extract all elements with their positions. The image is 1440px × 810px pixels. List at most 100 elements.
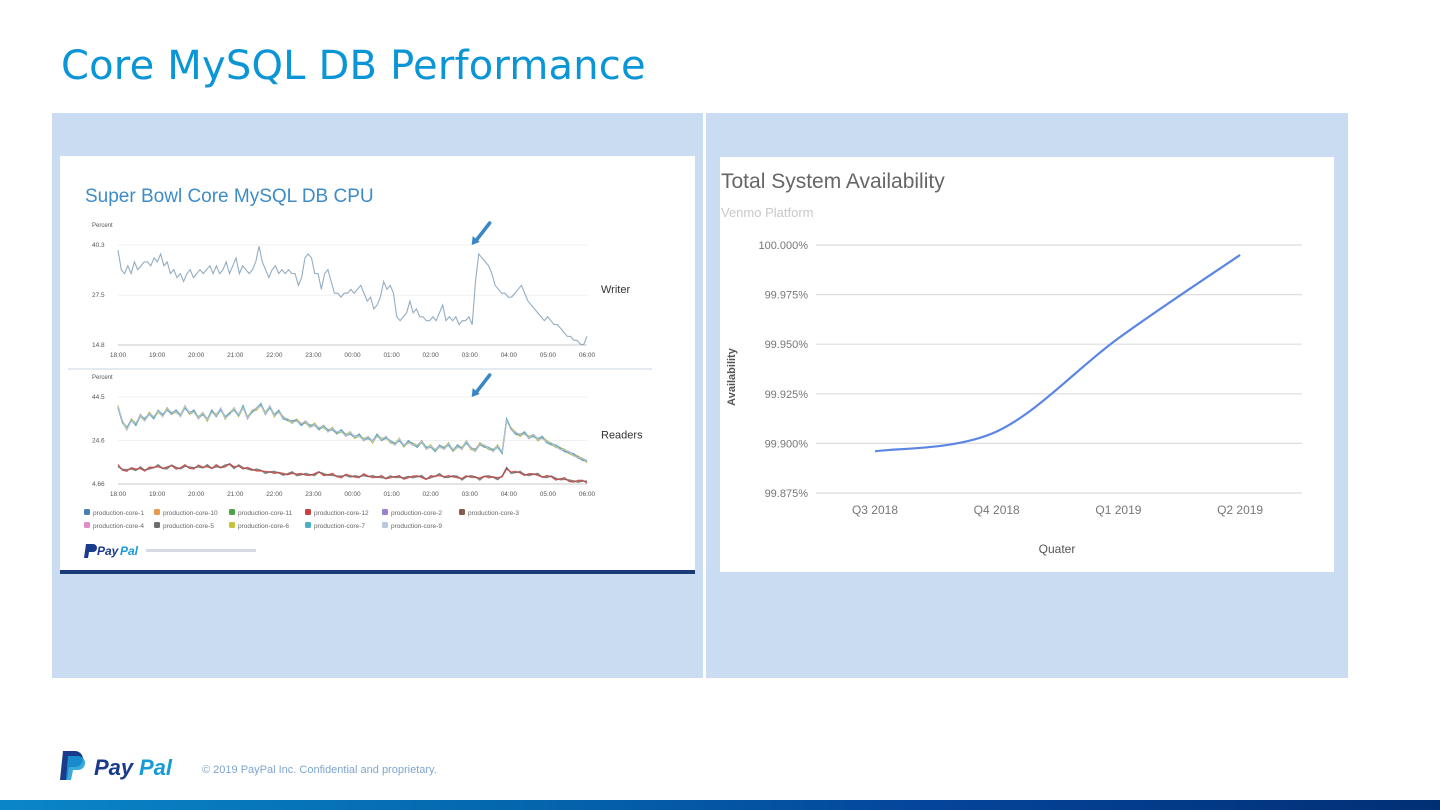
availability-plot: 100.000% 99.975% 99.950% 99.925% 99.900% 99.8… [758, 240, 1302, 517]
y-tick-label: 44.5 [92, 394, 105, 401]
x-tick-label: 20:00 [188, 491, 205, 498]
legend-label: production-core-2 [391, 510, 442, 517]
footer-logo-pal: Pal [139, 755, 173, 780]
x-tick-label: 19:00 [149, 491, 166, 498]
footer-logo-pay: Pay [94, 755, 135, 780]
availability-line [874, 254, 1241, 453]
panel-label: Readers [601, 430, 643, 442]
legend-label: production-core-3 [468, 510, 519, 517]
legend-swatch [84, 509, 90, 515]
cpu-chart-image: Super Bowl Core MySQL DB CPU Percent 40.3… [60, 156, 695, 574]
footer-gradient-band [0, 800, 1440, 810]
annotation-arrow-icon [473, 373, 492, 395]
inner-footer-text-blur [146, 549, 256, 552]
writer-chart: Percent 40.3 27.5 14.8 18:00 19:00 20:00 21:00 2… [92, 221, 630, 359]
paypal-logo: Pay Pal [60, 749, 190, 783]
y-tick-label: 24.6 [92, 437, 105, 444]
x-tick-label: 04:00 [501, 491, 518, 498]
availability-xlabel: Quater [1039, 542, 1076, 556]
legend-swatch [305, 509, 311, 515]
y-axis-label: Percent [92, 375, 113, 381]
availability-ylabel: Availability [726, 347, 738, 406]
cpu-chart-title: Super Bowl Core MySQL DB CPU [85, 186, 374, 207]
x-tick-label: 03:00 [462, 491, 479, 498]
legend-label: production-core-10 [163, 510, 218, 517]
readers-legend: production-core-1 production-core-10 produ… [84, 509, 519, 530]
annotation-arrowhead-icon [471, 236, 480, 245]
x-tick-label: 06:00 [579, 352, 596, 359]
x-tick-label: 23:00 [305, 491, 322, 498]
x-tick-label: 05:00 [540, 491, 557, 498]
y-tick-label: 27.5 [92, 292, 105, 299]
x-tick-label: Q4 2018 [974, 503, 1020, 517]
legend-swatch [305, 522, 311, 528]
legend-label: production-core-1 [93, 510, 144, 517]
x-tick-label: Q2 2019 [1217, 503, 1263, 517]
x-tick-label: 02:00 [423, 352, 440, 359]
legend-swatch [154, 509, 160, 515]
slide-title: Core MySQL DB Performance [61, 43, 646, 89]
legend-swatch [459, 509, 465, 515]
x-tick-label: Q1 2019 [1095, 503, 1141, 517]
y-tick-label: 4.66 [92, 481, 105, 488]
inner-paypal-logo: Pay Pal [84, 544, 256, 558]
y-tick-label: 99.875% [765, 488, 809, 500]
series-line-writer [117, 246, 588, 346]
x-tick-label: 23:00 [305, 352, 322, 359]
x-tick-label: 20:00 [188, 352, 205, 359]
paypal-p-overlay-icon [66, 756, 85, 780]
availability-title: Total System Availability [721, 170, 945, 193]
y-tick-label: 99.950% [765, 339, 809, 351]
x-tick-label: 03:00 [462, 352, 479, 359]
legend-label: production-core-11 [238, 510, 292, 517]
x-tick-label: 18:00 [110, 352, 127, 359]
footer-copyright: © 2019 PayPal Inc. Confidential and prop… [202, 764, 437, 776]
y-axis-label: Percent [92, 223, 113, 229]
legend-label: production-core-5 [163, 523, 214, 530]
legend-swatch [84, 522, 90, 528]
x-tick-label: 02:00 [423, 491, 440, 498]
x-tick-label: Q3 2018 [852, 503, 898, 517]
legend-swatch [382, 509, 388, 515]
y-tick-label: 99.975% [765, 290, 809, 302]
y-tick-label: 40.3 [92, 242, 105, 249]
y-tick-label: 99.925% [765, 389, 809, 401]
x-tick-label: 06:00 [579, 491, 596, 498]
paypal-p-icon [84, 544, 97, 558]
series-line-high-group [117, 404, 588, 462]
legend-swatch [382, 522, 388, 528]
panel-label: Writer [601, 284, 630, 296]
y-tick-label: 14.8 [92, 342, 105, 349]
x-tick-label: 18:00 [110, 491, 127, 498]
x-tick-label: 21:00 [227, 491, 244, 498]
x-tick-label: 22:00 [266, 491, 283, 498]
y-tick-label: 99.900% [765, 438, 809, 450]
availability-chart-image: Total System Availability Venmo Platform… [720, 157, 1334, 572]
x-tick-label: 01:00 [383, 491, 400, 498]
x-tick-label: 01:00 [383, 352, 400, 359]
legend-label: production-core-6 [238, 523, 289, 530]
legend-swatch [229, 522, 235, 528]
x-tick-label: 22:00 [266, 352, 283, 359]
series-line-low-group [117, 462, 588, 484]
readers-chart: Percent 44.5 24.6 4.66 18:00 19:00 20:00 21:00 2… [92, 373, 643, 498]
series-line-high-group [117, 402, 588, 462]
x-tick-label: 19:00 [149, 352, 166, 359]
x-tick-label: 00:00 [344, 352, 361, 359]
legend-label: production-core-9 [391, 523, 442, 530]
availability-chart-svg: Total System Availability Venmo Platform… [721, 170, 1302, 556]
legend-swatch [154, 522, 160, 528]
x-tick-label: 21:00 [227, 352, 244, 359]
y-tick-label: 100.000% [758, 240, 808, 252]
inner-slide-bottom-bar [60, 570, 695, 574]
legend-label: production-core-4 [93, 523, 144, 530]
availability-subtitle: Venmo Platform [721, 205, 814, 220]
inner-logo-pal: Pal [120, 544, 139, 558]
legend-label: production-core-7 [314, 523, 365, 530]
annotation-arrowhead-icon [471, 388, 480, 397]
legend-swatch [229, 509, 235, 515]
annotation-arrow-icon [473, 221, 492, 243]
cpu-chart-svg: Super Bowl Core MySQL DB CPU Percent 40.3… [68, 186, 652, 558]
x-tick-label: 00:00 [344, 491, 361, 498]
legend-label: production-core-12 [314, 510, 369, 517]
